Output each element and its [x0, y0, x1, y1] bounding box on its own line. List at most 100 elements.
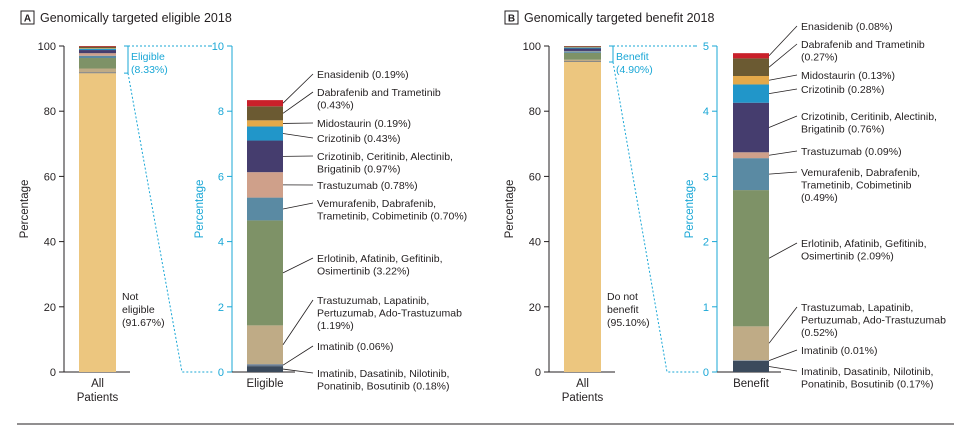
right-y-tick-label: 10 — [212, 41, 224, 53]
bar-segment — [733, 152, 769, 159]
left-y-tick-label: 100 — [523, 41, 541, 53]
segment-leader-line — [282, 91, 314, 114]
right-y-tick-label: 1 — [703, 302, 709, 314]
right-y-tick-label: 8 — [218, 106, 224, 118]
highlight-segment — [79, 55, 116, 59]
segment-leader-line — [768, 171, 798, 175]
segment-label: Erlotinib, Afatinib, Gefitinib, — [317, 253, 442, 265]
bar-segment — [733, 158, 769, 191]
left-y-tick-label: 80 — [529, 106, 541, 118]
highlight-segment — [564, 46, 601, 48]
segment-leader-line — [768, 43, 798, 68]
segment-label: Imatinib (0.01%) — [801, 345, 877, 357]
segment-leader-line — [768, 242, 798, 259]
panel-badge-box — [20, 10, 35, 25]
segment-leader-line — [768, 349, 798, 361]
segment-label: Ponatinib, Bosutinib (0.17%) — [801, 379, 934, 391]
highlight-segment — [79, 46, 116, 49]
segment-label: Enasidenib (0.19%) — [317, 69, 409, 81]
highlight-segment — [564, 51, 601, 53]
main-segment-label: eligible — [122, 304, 155, 316]
highlight-segment — [79, 46, 116, 47]
segment-label: Pertuzumab, Ado-Trastuzumab — [317, 308, 462, 320]
segment-label: Erlotinib, Afatinib, Gefitinib, — [801, 238, 926, 250]
segment-label: Midostaurin (0.19%) — [317, 118, 411, 130]
right-y-tick-label: 2 — [703, 237, 709, 249]
bar-segment — [733, 190, 769, 327]
highlight-segment — [79, 58, 116, 69]
left-y-tick-label: 100 — [38, 41, 56, 53]
right-y-tick-label: 2 — [218, 302, 224, 314]
highlight-segment — [79, 48, 116, 49]
bar-segment — [733, 75, 769, 85]
segment-label: Trastuzumab, Lapatinib, — [801, 302, 913, 314]
segment-label: Enasidenib (0.08%) — [801, 21, 893, 33]
highlight-segment — [79, 72, 116, 74]
segment-label: Osimertinib (3.22%) — [317, 266, 410, 278]
right-y-tick-label: 0 — [218, 367, 224, 379]
segment-label: (0.49%) — [801, 192, 838, 204]
right-y-tick-label: 6 — [218, 171, 224, 183]
segment-label: Crizotinib (0.43%) — [317, 133, 400, 145]
segment-label: (0.27%) — [801, 52, 838, 64]
zoom-connector-bottom — [127, 73, 214, 373]
bar-segment — [247, 172, 283, 198]
segment-label: Brigatinib (0.76%) — [801, 124, 884, 136]
bar-segment — [247, 120, 283, 127]
x-category-label: Benefit — [733, 378, 770, 390]
right-y-tick-label: 4 — [218, 237, 224, 249]
segment-label: Imatinib (0.06%) — [317, 341, 393, 353]
main-segment — [79, 73, 116, 373]
segment-label: Pertuzumab, Ado-Trastuzumab — [801, 315, 946, 327]
right-y-axis-title: Percentage — [194, 180, 206, 239]
right-y-tick-label: 4 — [703, 106, 709, 118]
main-segment-label: (91.67%) — [122, 317, 165, 329]
right-y-tick-label: 5 — [703, 41, 709, 53]
bar-segment — [247, 197, 283, 221]
segment-label: Imatinib, Dasatinib, Nilotinib, — [317, 368, 449, 380]
x-category-label: Eligible — [246, 378, 283, 390]
right-y-tick-label: 0 — [703, 367, 709, 379]
left-y-tick-label: 20 — [44, 302, 56, 314]
segment-leader-line — [282, 202, 314, 210]
segment-leader-line — [768, 366, 798, 372]
x-category-label: Patients — [77, 392, 119, 404]
segment-leader-line — [282, 368, 314, 374]
highlight-segment — [564, 61, 601, 62]
segment-leader-line — [282, 299, 314, 346]
highlight-segment — [79, 53, 116, 56]
highlight-label: (4.90%) — [616, 64, 653, 76]
bar-segment — [247, 366, 283, 372]
segment-label: Brigatinib (0.97%) — [317, 164, 400, 176]
segment-leader-line — [282, 257, 314, 274]
panel-badge-box — [504, 10, 519, 25]
segment-label: Osimertinib (2.09%) — [801, 251, 894, 263]
segment-label: Dabrafenib and Trametinib — [317, 87, 441, 99]
right-y-tick-label: 3 — [703, 171, 709, 183]
x-category-label: All — [91, 378, 104, 390]
segment-label: (0.43%) — [317, 100, 354, 112]
segment-label: (0.52%) — [801, 327, 838, 339]
highlight-segment — [564, 48, 601, 51]
bar-segment — [247, 100, 283, 107]
highlight-bracket — [609, 45, 614, 63]
segment-leader-line — [768, 306, 798, 344]
bar-segment — [733, 58, 769, 76]
highlight-segment — [564, 52, 601, 60]
bar-segment — [733, 360, 769, 361]
segment-label: Crizotinib, Ceritinib, Alectinib, — [801, 111, 937, 123]
segment-label: Trametinib, Cobimetinib — [801, 180, 912, 192]
main-segment-label: Do not — [607, 291, 638, 303]
bar-segment — [247, 364, 283, 367]
segment-label: (1.19%) — [317, 320, 354, 332]
segment-label: Crizotinib, Ceritinib, Alectinib, — [317, 151, 453, 163]
bar-segment — [733, 360, 769, 372]
highlight-label: (8.33%) — [131, 64, 168, 76]
segment-leader-line — [282, 345, 314, 366]
bar-segment — [247, 325, 283, 365]
left-y-tick-label: 60 — [529, 171, 541, 183]
segment-label: Imatinib, Dasatinib, Nilotinib, — [801, 366, 933, 378]
segment-leader-line — [768, 25, 798, 57]
segment-leader-line — [282, 73, 314, 104]
segment-leader-line — [768, 115, 798, 128]
